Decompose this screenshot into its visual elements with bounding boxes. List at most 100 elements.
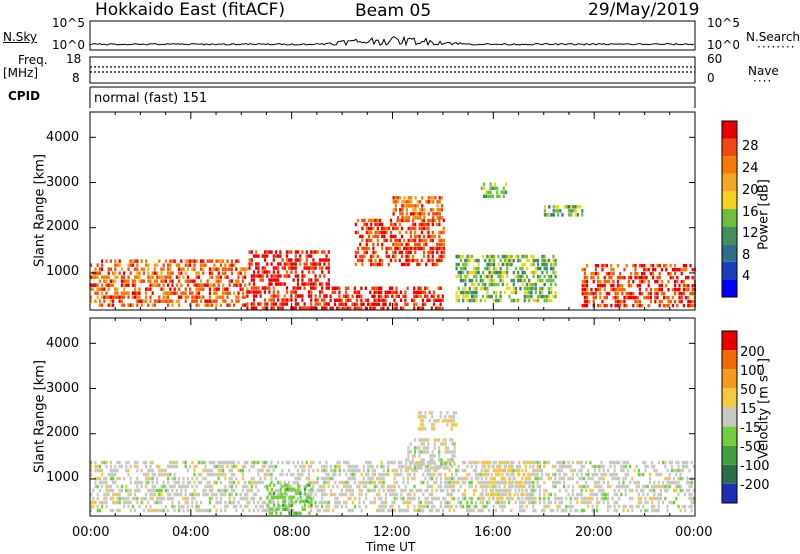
data-cell	[433, 442, 436, 446]
data-cell	[440, 230, 443, 235]
data-cell	[167, 283, 170, 287]
data-cell	[266, 468, 269, 473]
data-cell	[391, 484, 394, 489]
data-cell	[395, 286, 398, 290]
data-cell	[333, 298, 337, 302]
data-cell	[169, 263, 172, 267]
data-cell	[248, 500, 251, 505]
data-cell	[394, 238, 397, 243]
data-cell	[178, 267, 181, 271]
data-cell	[338, 472, 341, 477]
data-cell	[634, 299, 637, 304]
data-cell	[548, 213, 551, 217]
data-cell	[169, 291, 172, 295]
data-cell	[213, 464, 216, 469]
data-cell	[413, 454, 417, 458]
data-cell	[578, 476, 581, 481]
nsky-tick-bottom: 10^0	[52, 38, 85, 52]
data-cell	[334, 468, 337, 473]
data-cell	[261, 464, 264, 469]
data-cell	[116, 287, 119, 291]
data-cell	[508, 294, 511, 299]
data-cell	[136, 271, 139, 275]
data-cell	[507, 488, 510, 493]
velocity-ytick-3000: 3000	[46, 381, 80, 396]
data-cell	[455, 266, 458, 271]
data-cell	[400, 262, 404, 267]
data-cell	[195, 303, 198, 307]
data-cell	[552, 258, 555, 263]
data-cell	[488, 282, 491, 287]
data-cell	[294, 274, 297, 278]
data-cell	[96, 263, 99, 267]
data-cell	[670, 464, 673, 469]
nsky-label: N.Sky	[3, 30, 38, 44]
data-cell	[521, 488, 524, 493]
data-cell	[684, 508, 687, 513]
data-cell	[496, 480, 499, 485]
data-cell	[325, 460, 328, 465]
data-cell	[392, 234, 395, 239]
data-cell	[427, 450, 430, 454]
data-cell	[668, 476, 671, 481]
data-cell	[421, 290, 425, 294]
velocity-ylabel: Slant Range [km]	[32, 360, 48, 473]
data-cell	[393, 484, 396, 489]
data-cell	[274, 302, 278, 306]
data-cell	[255, 262, 258, 266]
data-cell	[250, 464, 253, 469]
data-cell	[428, 492, 431, 497]
data-cell	[637, 504, 640, 509]
data-cell	[521, 266, 524, 271]
data-cell	[226, 504, 229, 509]
data-cell	[215, 500, 218, 505]
data-cell	[248, 508, 251, 513]
data-cell	[567, 484, 570, 489]
data-cell	[657, 480, 660, 485]
data-cell	[395, 306, 398, 310]
data-cell	[643, 263, 646, 268]
data-cell	[217, 259, 220, 263]
data-cell	[670, 480, 673, 485]
data-cell	[204, 488, 207, 493]
data-cell	[235, 508, 238, 513]
data-cell	[208, 275, 211, 279]
data-cell	[142, 460, 145, 465]
data-cell	[462, 286, 465, 291]
data-cell	[613, 472, 616, 477]
data-cell	[257, 286, 260, 290]
data-cell	[482, 182, 486, 186]
data-cell	[669, 263, 672, 268]
data-cell	[411, 476, 414, 481]
data-cell	[288, 266, 291, 270]
data-cell	[416, 234, 419, 239]
velocity-colorbar	[721, 330, 738, 504]
data-cell	[450, 504, 453, 509]
data-cell	[428, 290, 431, 294]
data-cell	[186, 283, 189, 287]
data-cell	[532, 270, 535, 275]
data-cell	[109, 508, 112, 513]
data-cell	[301, 270, 304, 274]
data-cell	[468, 286, 471, 291]
data-cell	[552, 209, 555, 213]
data-cell	[416, 462, 419, 466]
data-cell	[171, 291, 174, 295]
data-cell	[386, 306, 389, 310]
data-cell	[585, 472, 588, 477]
data-cell	[160, 267, 163, 271]
data-cell	[383, 226, 386, 231]
data-cell	[431, 454, 434, 458]
data-cell	[393, 468, 396, 473]
data-cell	[318, 290, 322, 294]
data-cell	[310, 254, 313, 258]
data-cell	[151, 480, 154, 485]
data-cell	[375, 290, 378, 294]
data-cell	[301, 306, 304, 310]
data-cell	[429, 218, 432, 223]
data-cell	[570, 205, 573, 209]
data-cell	[385, 254, 388, 259]
data-cell	[407, 258, 410, 263]
data-cell	[367, 468, 370, 473]
data-cell	[442, 218, 445, 223]
